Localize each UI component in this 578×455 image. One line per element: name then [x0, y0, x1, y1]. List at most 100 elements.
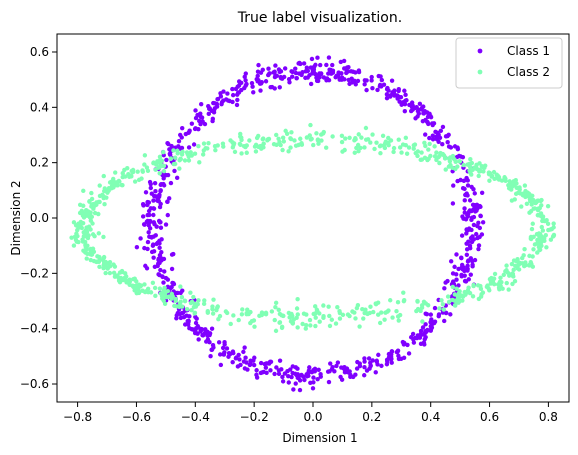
data-point-class-2: [243, 144, 248, 150]
data-point-class-2: [471, 282, 476, 288]
data-point-class-2: [339, 133, 345, 138]
y-tick-label: −0.2: [20, 266, 49, 280]
data-point-class-1: [330, 62, 335, 68]
data-point-class-2: [520, 255, 525, 261]
data-point-class-1: [294, 75, 299, 81]
data-point-class-2: [131, 284, 136, 290]
data-point-class-2: [158, 162, 164, 167]
data-point-class-2: [551, 221, 556, 226]
data-point-class-1: [465, 228, 471, 233]
data-point-class-2: [217, 313, 223, 319]
data-point-class-1: [182, 322, 188, 327]
data-point-class-1: [475, 206, 480, 211]
data-point-class-2: [179, 295, 185, 300]
data-point-class-2: [492, 281, 497, 287]
data-point-class-1: [448, 312, 453, 317]
data-point-class-1: [276, 371, 282, 377]
data-point-class-2: [189, 307, 194, 313]
data-point-class-2: [514, 259, 519, 264]
data-point-class-2: [230, 145, 236, 150]
data-point-class-1: [169, 266, 175, 272]
data-point-class-2: [527, 193, 533, 198]
data-point-class-2: [468, 156, 473, 162]
data-point-class-2: [329, 317, 335, 322]
data-point-class-2: [288, 315, 293, 320]
data-point-class-2: [261, 141, 266, 146]
data-point-class-1: [211, 100, 216, 106]
data-point-class-1: [155, 195, 160, 201]
data-point-class-1: [446, 144, 452, 149]
data-point-class-1: [428, 312, 434, 317]
data-point-class-1: [392, 88, 397, 93]
data-point-class-2: [311, 142, 316, 148]
data-point-class-2: [72, 234, 78, 240]
data-point-class-1: [180, 310, 186, 316]
data-point-class-1: [459, 255, 464, 261]
data-point-class-2: [478, 286, 484, 292]
data-point-class-2: [548, 237, 554, 242]
data-point-class-2: [69, 235, 74, 240]
data-point-class-1: [268, 368, 273, 373]
data-point-class-1: [308, 380, 313, 385]
data-point-class-2: [252, 324, 257, 329]
data-point-class-1: [462, 198, 467, 203]
data-point-class-1: [241, 349, 246, 355]
data-point-class-1: [316, 367, 321, 372]
data-point-class-2: [340, 312, 346, 318]
data-point-class-2: [516, 267, 522, 272]
data-point-class-2: [475, 283, 481, 288]
data-point-class-1: [423, 334, 428, 340]
data-point-class-1: [409, 105, 415, 110]
data-point-class-2: [201, 301, 207, 307]
data-point-class-2: [223, 309, 229, 314]
data-point-class-1: [158, 267, 163, 273]
data-point-class-2: [73, 223, 79, 228]
data-point-class-1: [248, 361, 253, 367]
data-point-class-2: [545, 203, 551, 209]
data-point-class-2: [101, 173, 106, 179]
data-point-class-2: [360, 307, 365, 312]
data-point-class-1: [308, 81, 314, 87]
data-point-class-2: [120, 182, 125, 188]
data-point-class-2: [252, 144, 258, 149]
data-point-class-1: [146, 230, 151, 235]
data-point-class-2: [352, 150, 357, 155]
data-point-class-2: [539, 224, 544, 230]
data-point-class-2: [295, 297, 300, 302]
data-point-class-2: [220, 141, 226, 146]
data-point-class-2: [415, 299, 420, 304]
data-point-class-2: [396, 137, 401, 142]
data-point-class-1: [362, 364, 367, 370]
data-point-class-2: [397, 145, 403, 150]
data-point-class-1: [450, 201, 456, 206]
data-point-class-2: [245, 307, 250, 312]
data-point-class-2: [236, 317, 241, 323]
data-point-class-2: [170, 294, 175, 299]
data-point-class-2: [382, 145, 388, 151]
data-point-class-1: [463, 192, 468, 198]
data-point-class-2: [356, 132, 361, 137]
data-point-class-2: [182, 158, 188, 163]
data-point-class-2: [395, 300, 401, 305]
data-point-class-2: [460, 298, 465, 303]
y-tick-label: 0.4: [30, 100, 49, 114]
data-point-class-1: [243, 78, 248, 83]
data-point-class-2: [162, 301, 168, 307]
data-point-class-1: [329, 367, 335, 372]
data-point-class-1: [476, 246, 481, 252]
y-tick-label: 0.0: [30, 211, 49, 225]
data-point-class-2: [77, 202, 83, 208]
data-point-class-2: [299, 140, 304, 146]
x-tick-label: −0.4: [181, 410, 210, 424]
data-point-class-2: [327, 323, 333, 329]
data-point-class-2: [200, 152, 206, 157]
data-point-class-1: [425, 120, 430, 125]
data-point-class-1: [476, 220, 481, 226]
data-point-class-2: [74, 239, 79, 244]
data-point-class-2: [545, 221, 551, 227]
data-point-class-2: [535, 250, 540, 255]
data-point-class-1: [286, 380, 291, 385]
data-point-class-1: [252, 355, 257, 360]
data-point-class-1: [326, 71, 331, 76]
data-point-class-2: [412, 142, 418, 147]
